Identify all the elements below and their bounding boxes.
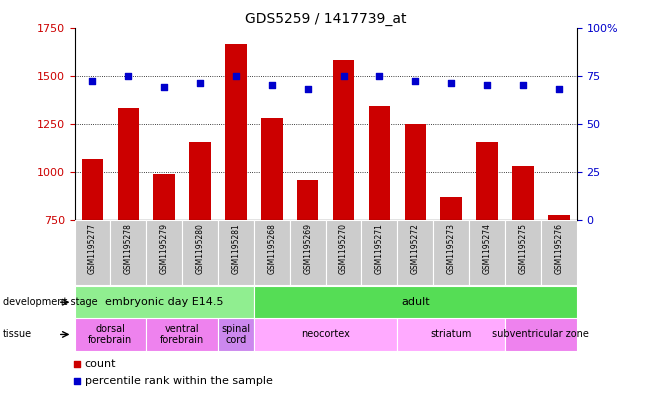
Bar [333, 60, 354, 220]
Text: GSM1195274: GSM1195274 [483, 223, 492, 274]
Bar [189, 142, 211, 220]
Bar [369, 107, 390, 220]
Text: spinal
cord: spinal cord [222, 324, 251, 345]
Text: GSM1195275: GSM1195275 [518, 223, 527, 274]
Bar [254, 286, 577, 318]
Bar [226, 44, 247, 220]
Point [303, 86, 313, 92]
Text: GSM1195279: GSM1195279 [159, 223, 168, 274]
Text: GSM1195270: GSM1195270 [339, 223, 348, 274]
Text: tissue: tissue [3, 329, 32, 340]
Point [410, 78, 421, 84]
Bar [476, 142, 498, 220]
Text: GSM1195272: GSM1195272 [411, 223, 420, 274]
Text: GSM1195273: GSM1195273 [446, 223, 456, 274]
Text: GSM1195277: GSM1195277 [88, 223, 97, 274]
Bar [117, 108, 139, 220]
Point [87, 78, 98, 84]
Point [72, 360, 82, 367]
Bar [362, 220, 397, 285]
Bar [182, 220, 218, 285]
Bar [512, 166, 534, 220]
Bar [397, 220, 434, 285]
Text: GSM1195276: GSM1195276 [554, 223, 563, 274]
Text: GSM1195271: GSM1195271 [375, 223, 384, 274]
Bar [441, 197, 462, 220]
Bar [82, 160, 103, 220]
Bar [541, 220, 577, 285]
Text: GSM1195280: GSM1195280 [196, 223, 205, 274]
Text: GSM1195278: GSM1195278 [124, 223, 133, 274]
Text: dorsal
forebrain: dorsal forebrain [88, 324, 133, 345]
Point [159, 84, 169, 90]
Text: ventral
forebrain: ventral forebrain [160, 324, 204, 345]
Text: subventricular zone: subventricular zone [492, 329, 589, 340]
Point [446, 80, 456, 86]
Text: striatum: striatum [430, 329, 472, 340]
Title: GDS5259 / 1417739_at: GDS5259 / 1417739_at [245, 13, 406, 26]
Text: neocortex: neocortex [301, 329, 350, 340]
Bar [505, 220, 541, 285]
Text: count: count [84, 358, 116, 369]
Bar [75, 220, 110, 285]
Point [195, 80, 205, 86]
Bar [548, 215, 570, 220]
Text: adult: adult [401, 297, 430, 307]
Text: GSM1195269: GSM1195269 [303, 223, 312, 274]
Bar [261, 118, 283, 220]
Point [123, 72, 133, 79]
Bar [254, 318, 397, 351]
Point [338, 72, 349, 79]
Bar [254, 220, 290, 285]
Bar [397, 318, 505, 351]
Bar [325, 220, 362, 285]
Bar [146, 220, 182, 285]
Bar [146, 318, 218, 351]
Bar [218, 220, 254, 285]
Point [553, 86, 564, 92]
Point [266, 82, 277, 88]
Point [375, 72, 385, 79]
Bar [297, 180, 318, 220]
Bar [505, 318, 577, 351]
Bar [218, 318, 254, 351]
Point [482, 82, 492, 88]
Bar [469, 220, 505, 285]
Bar [110, 220, 146, 285]
Text: development stage: development stage [3, 297, 98, 307]
Text: GSM1195268: GSM1195268 [268, 223, 276, 274]
Bar [404, 124, 426, 220]
Bar [154, 174, 175, 220]
Text: GSM1195281: GSM1195281 [231, 223, 240, 274]
Point [231, 72, 241, 79]
Point [518, 82, 528, 88]
Point [72, 378, 82, 384]
Bar [75, 318, 146, 351]
Bar [290, 220, 325, 285]
Bar [75, 286, 254, 318]
Bar [434, 220, 469, 285]
Text: percentile rank within the sample: percentile rank within the sample [84, 376, 272, 386]
Text: embryonic day E14.5: embryonic day E14.5 [105, 297, 224, 307]
